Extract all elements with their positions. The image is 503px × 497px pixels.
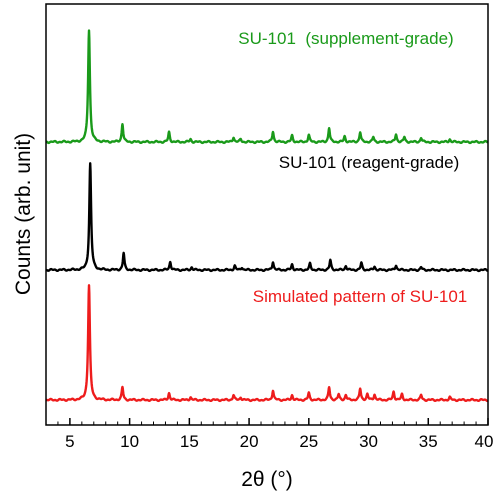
- x-tick-label-10: 10: [120, 432, 139, 451]
- series-label-su-101-supplement-grade: SU-101 (supplement-grade): [238, 29, 453, 48]
- series-line-su-101-supplement-grade: [45, 29, 489, 145]
- x-tick-label-15: 15: [180, 432, 199, 451]
- x-tick-label-5: 5: [65, 432, 74, 451]
- series-label-su-101-reagent-grade: SU-101 (reagent-grade): [279, 153, 459, 172]
- plot-area: [45, 29, 489, 403]
- y-axis-title: Counts (arb. unit): [12, 133, 35, 295]
- series-line-simulated-pattern-of-su-101: [45, 284, 489, 403]
- series-labels: SU-101 (supplement-grade) SU-101 (reagent…: [238, 29, 467, 306]
- plot-frame: [45, 3, 489, 426]
- series-line-su-101-reagent-grade: [45, 162, 489, 273]
- x-tick-label-20: 20: [240, 432, 259, 451]
- series-label-simulated-pattern-of-su-101: Simulated pattern of SU-101: [253, 287, 468, 306]
- x-axis: 5 10 15 20 25 30 35 40: [57, 418, 494, 451]
- x-tick-label-40: 40: [475, 432, 494, 451]
- x-tick-label-25: 25: [299, 432, 318, 451]
- x-tick-label-30: 30: [359, 432, 378, 451]
- x-tick-label-35: 35: [419, 432, 438, 451]
- x-axis-title: 2θ (°): [241, 468, 293, 491]
